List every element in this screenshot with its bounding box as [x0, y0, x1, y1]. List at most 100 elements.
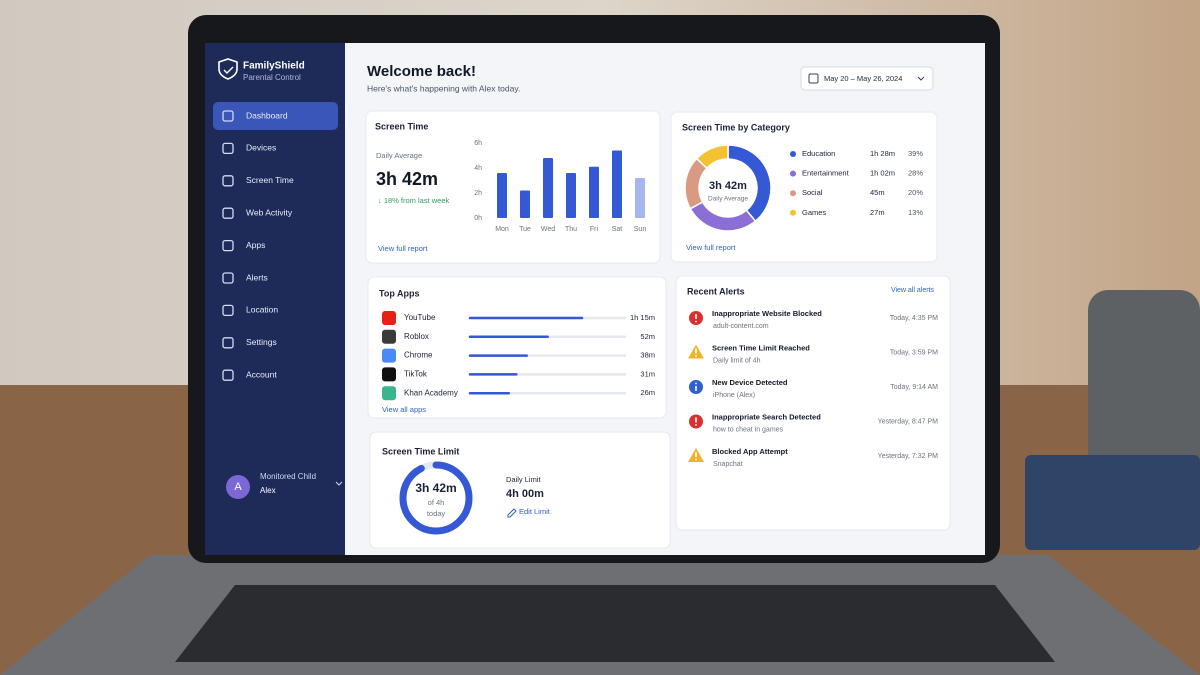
bar — [612, 150, 622, 218]
alert-detail: adult-content.com — [713, 323, 769, 330]
legend-duration: 27m — [870, 208, 885, 217]
app-icon — [382, 367, 396, 382]
alert-time: Today, 4:35 PM — [890, 315, 938, 322]
stat-value: 3h 42m — [376, 169, 438, 189]
link[interactable]: View all apps — [382, 405, 426, 414]
nav-item[interactable]: Screen Time — [246, 175, 294, 185]
x-tick-label: Mon — [495, 226, 509, 233]
nav-item[interactable]: Web Activity — [246, 207, 293, 217]
y-tick-label: 4h — [474, 165, 482, 172]
page-title: Welcome back! — [367, 63, 476, 80]
date-range[interactable]: May 20 – May 26, 2024 — [824, 74, 902, 83]
link[interactable]: View all alerts — [891, 287, 935, 294]
nav-icon — [222, 110, 234, 122]
alert-time: Yesterday, 8:47 PM — [878, 418, 938, 425]
gauge-arc — [399, 461, 473, 535]
app-time: 1h 15m — [630, 313, 655, 322]
link[interactable]: Edit Limit — [519, 507, 551, 516]
x-tick-label: Wed — [541, 226, 555, 233]
legend-duration: 45m — [870, 188, 885, 197]
nav-icon — [222, 207, 234, 219]
app-name: Chrome — [404, 351, 433, 360]
app-time: 31m — [640, 369, 655, 378]
calendar-icon — [808, 73, 819, 84]
link[interactable]: View full report — [686, 243, 736, 252]
y-tick-label: 6h — [474, 140, 482, 147]
app-name: Khan Academy — [404, 388, 458, 397]
stat-label: Daily Average — [376, 151, 422, 160]
link[interactable]: View full report — [378, 244, 428, 253]
mug — [1088, 290, 1200, 475]
alert-title[interactable]: Blocked App Attempt — [712, 447, 788, 456]
card — [369, 431, 671, 549]
app-name: YouTube — [404, 313, 436, 322]
alert-glyph — [695, 355, 697, 357]
card-title: Top Apps — [379, 288, 420, 298]
x-tick-label: Sat — [612, 226, 623, 233]
app-icon — [382, 348, 396, 363]
alert-title[interactable]: Inappropriate Search Detected — [712, 412, 821, 421]
gauge-value: 3h 42m — [415, 481, 456, 495]
alert-title[interactable]: New Device Detected — [712, 378, 788, 387]
x-tick-label: Fri — [590, 226, 599, 233]
card — [675, 275, 951, 531]
legend-percent: 20% — [908, 188, 923, 197]
app-icon — [382, 311, 396, 325]
nav-item[interactable]: Dashboard — [246, 110, 288, 120]
profile-role: Monitored Child — [260, 472, 316, 481]
alert-glyph — [695, 424, 697, 426]
card-title: Screen Time — [375, 121, 428, 131]
nav-item[interactable]: Devices — [246, 143, 276, 153]
alert-glyph — [695, 382, 697, 385]
app-name: TikTok — [404, 370, 428, 379]
chevron — [335, 481, 343, 486]
legend-label: Social — [802, 188, 823, 197]
bar — [566, 173, 576, 218]
limit-label: Daily Limit — [506, 475, 542, 484]
alert-glyph — [695, 320, 697, 323]
nav-item[interactable]: Account — [246, 369, 277, 379]
nav-item[interactable]: Location — [246, 305, 278, 315]
legend-dot — [790, 151, 796, 157]
bar — [543, 158, 553, 218]
limit-value: 4h 00m — [506, 488, 544, 500]
date-picker[interactable] — [800, 66, 934, 91]
donut-center-value: 3h 42m — [709, 180, 747, 192]
nav-item[interactable]: Settings — [246, 337, 277, 347]
alert-detail: how to cheat in games — [713, 426, 784, 433]
app-time: 26m — [640, 388, 655, 397]
legend-dot — [790, 209, 796, 216]
alert-title[interactable]: Inappropriate Website Blocked — [712, 309, 822, 318]
legend-percent: 39% — [908, 149, 923, 158]
app-name: Roblox — [404, 332, 429, 341]
legend-duration: 1h 28m — [870, 149, 895, 158]
alert-glyph — [695, 458, 697, 461]
card-title: Screen Time by Category — [682, 122, 790, 132]
nav-item[interactable]: Apps — [246, 240, 265, 250]
legend-dot — [790, 190, 796, 197]
alert-detail: Snapchat — [713, 461, 743, 468]
logo-check — [223, 66, 234, 74]
x-tick-label: Tue — [519, 226, 531, 233]
gauge-caption: today — [427, 509, 446, 518]
x-tick-label: Sun — [634, 226, 647, 233]
avatar — [226, 475, 250, 499]
alert-title[interactable]: Screen Time Limit Reached — [712, 343, 810, 352]
donut-segment — [695, 144, 729, 170]
card-title: Recent Alerts — [687, 286, 745, 296]
app-time: 38m — [640, 351, 655, 360]
card-title: Screen Time Limit — [382, 446, 459, 456]
gauge-max: of 4h — [428, 498, 445, 507]
bar — [589, 166, 599, 218]
legend-label: Education — [802, 149, 835, 158]
nav-icon — [222, 369, 234, 381]
alert-time: Yesterday, 7:32 PM — [878, 453, 938, 460]
nav-active — [213, 102, 338, 130]
nav-item[interactable]: Alerts — [246, 272, 268, 282]
avatar-initial: A — [234, 481, 242, 493]
legend-duration: 1h 02m — [870, 169, 895, 178]
card — [367, 276, 667, 419]
legend-dot — [790, 170, 796, 177]
